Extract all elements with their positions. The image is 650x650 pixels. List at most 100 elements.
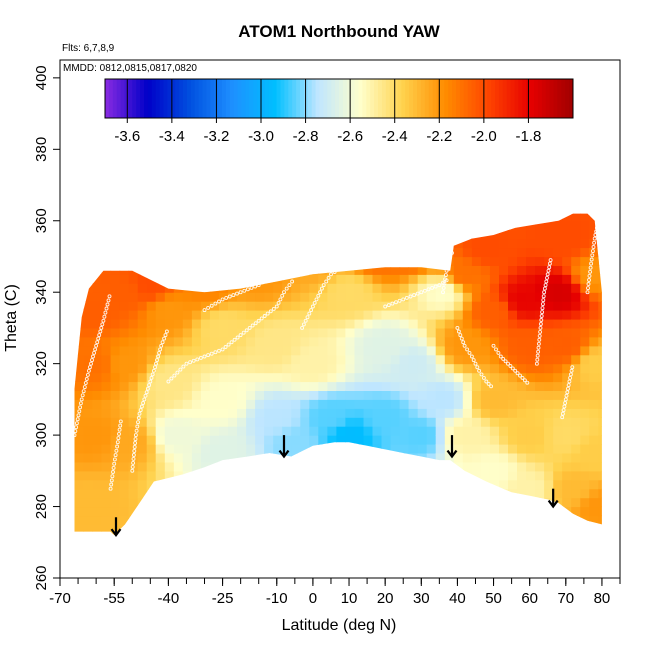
track-point — [326, 275, 331, 280]
field-cell — [327, 301, 337, 311]
field-cell — [444, 435, 455, 445]
field-cell — [264, 506, 274, 517]
field-cell — [399, 399, 410, 409]
colorbar-segment — [350, 79, 356, 118]
field-cell — [93, 203, 103, 213]
field-cell — [345, 497, 355, 508]
field-cell — [264, 515, 274, 525]
field-cell — [228, 435, 238, 445]
field-cell — [390, 265, 401, 275]
field-cell — [327, 229, 337, 240]
field-cell — [255, 363, 265, 374]
field-cell — [110, 238, 121, 249]
field-cell — [390, 274, 401, 284]
field-cell — [508, 319, 518, 329]
field-cell — [444, 515, 455, 525]
field-cell — [562, 488, 572, 499]
field-cell — [146, 301, 157, 311]
field-cell — [228, 497, 238, 508]
field-cell — [237, 444, 247, 454]
field-cell — [517, 426, 527, 436]
x-tick-label: 40 — [449, 590, 466, 607]
field-cell — [462, 283, 473, 293]
field-cell — [209, 247, 220, 258]
field-cell — [453, 354, 464, 365]
track-point — [314, 297, 319, 302]
field-cell — [462, 363, 473, 374]
field-cell — [264, 426, 274, 436]
field-cell — [110, 479, 121, 490]
field-cell — [164, 381, 175, 391]
field-cell — [508, 470, 518, 481]
track-point — [508, 364, 513, 368]
field-cell — [444, 408, 455, 418]
field-cell — [399, 426, 410, 436]
field-cell — [580, 372, 590, 383]
field-cell — [228, 470, 238, 481]
field-cell — [480, 301, 491, 311]
field-cell — [92, 461, 103, 472]
field-cell — [562, 497, 572, 508]
field-cell — [191, 238, 202, 249]
field-cell — [83, 213, 94, 222]
field-cell — [318, 515, 328, 525]
colorbar-segment — [514, 79, 519, 118]
field-cell — [399, 470, 410, 481]
field-cell — [146, 213, 157, 222]
track-point — [153, 365, 157, 370]
field-cell — [83, 256, 94, 266]
field-cell — [598, 381, 602, 391]
field-cell — [426, 390, 437, 400]
field-cell — [318, 444, 328, 454]
dates-note: MMDD: 0812,0815,0817,0820 — [63, 63, 197, 74]
field-cell — [462, 301, 473, 311]
field-cell — [74, 363, 85, 374]
field-cell — [390, 444, 401, 454]
field-cell — [255, 435, 265, 445]
field-cell — [309, 435, 319, 445]
field-cell — [336, 327, 346, 338]
field-cell — [354, 310, 365, 320]
field-cell — [282, 426, 292, 436]
field-cell — [219, 336, 229, 347]
track-point — [83, 381, 88, 385]
colorbar-segment — [171, 79, 176, 118]
field-cell — [381, 238, 392, 249]
field-cell — [191, 345, 202, 356]
field-cell — [146, 274, 157, 284]
field-cell — [589, 336, 599, 347]
field-cell — [246, 426, 256, 436]
field-cell — [417, 327, 428, 338]
track-point — [541, 298, 546, 303]
field-cell — [309, 327, 319, 338]
field-cell — [182, 524, 193, 534]
track-point — [536, 349, 541, 354]
field-cell — [300, 479, 310, 490]
field-cell — [173, 256, 184, 266]
field-cell — [291, 461, 301, 472]
colorbar-segment — [549, 79, 554, 118]
field-cell — [83, 327, 94, 338]
field-cell — [399, 274, 410, 284]
field-cell — [462, 381, 473, 391]
field-cell — [390, 345, 401, 356]
colorbar-segment — [537, 79, 543, 118]
field-cell — [453, 479, 464, 490]
field-cell — [191, 301, 202, 311]
field-cell — [553, 220, 563, 231]
field-cell — [381, 381, 392, 391]
field-cell — [146, 444, 157, 454]
track-point — [75, 417, 80, 422]
field-cell — [273, 381, 283, 391]
field-cell — [526, 488, 536, 499]
field-cell — [191, 213, 202, 222]
field-cell — [417, 515, 428, 525]
colorbar-tick-label: -3.6 — [114, 128, 140, 145]
field-cell — [471, 327, 482, 338]
field-cell — [589, 533, 599, 536]
field-cell — [101, 247, 112, 258]
field-cell — [255, 238, 265, 249]
field-cell — [219, 256, 229, 266]
field-cell — [264, 229, 274, 240]
field-cell — [417, 381, 428, 391]
